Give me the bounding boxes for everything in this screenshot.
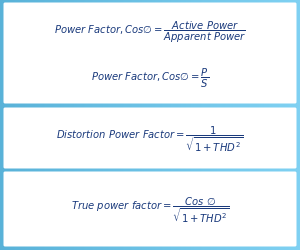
Text: $\mathit{True\ power\ factor} = \dfrac{\mathit{Cos\ \varnothing}}{\sqrt{1 + THD^: $\mathit{True\ power\ factor} = \dfrac{\… <box>70 194 230 224</box>
Text: $\mathit{Power\ Factor, Cos\varnothing} = \dfrac{\mathit{Active\ Power}}{\mathit: $\mathit{Power\ Factor, Cos\varnothing} … <box>54 20 246 45</box>
FancyBboxPatch shape <box>4 172 296 246</box>
Text: $\mathit{Power\ Factor, Cos\varnothing} = \dfrac{P}{S}$: $\mathit{Power\ Factor, Cos\varnothing} … <box>91 67 209 90</box>
Text: $\mathit{Distortion\ Power\ Factor} = \dfrac{1}{\sqrt{1 + THD^2}}$: $\mathit{Distortion\ Power\ Factor} = \d… <box>56 124 244 153</box>
FancyBboxPatch shape <box>4 108 296 169</box>
FancyBboxPatch shape <box>4 4 296 104</box>
